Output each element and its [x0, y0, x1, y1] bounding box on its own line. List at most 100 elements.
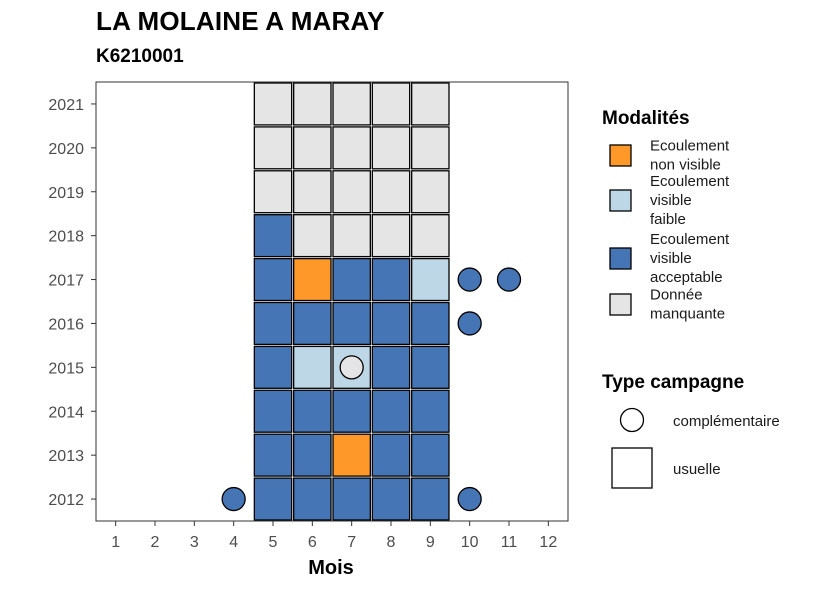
x-tick-label: 11 [501, 534, 518, 551]
x-tick-label: 4 [229, 534, 238, 551]
legend-modalite-swatch [609, 247, 632, 270]
heatmap-cell [293, 82, 332, 126]
x-tick-label: 5 [269, 534, 278, 551]
heatmap-cell [332, 82, 371, 126]
heatmap-cell [293, 214, 332, 258]
y-tick-label: 2014 [48, 404, 84, 421]
heatmap-cell [411, 433, 450, 477]
heatmap-cell [253, 214, 293, 258]
heatmap-cell [253, 433, 293, 477]
heatmap-cell [293, 345, 332, 389]
heatmap-cell [411, 477, 450, 521]
heatmap-cell [411, 389, 450, 433]
heatmap-cell [371, 257, 411, 302]
heatmap-cell [293, 257, 332, 302]
legend-campaign-title: Type campagne [602, 372, 744, 393]
x-tick-label: 6 [308, 534, 317, 551]
heatmap-cell [371, 126, 411, 170]
heatmap-cell [253, 170, 293, 214]
heatmap-cell [253, 345, 293, 389]
legend-campaign-items: complémentaire usuelle [611, 407, 780, 489]
x-axis: 1 2 3 4 5 6 7 8 9 10 11 12 [111, 521, 557, 551]
heatmap-cell [411, 214, 450, 258]
heatmap-cell [411, 301, 450, 346]
x-tick-label: 12 [539, 534, 557, 551]
heatmap-cell [371, 477, 411, 521]
plot-panel-border [95, 81, 569, 522]
heatmap-cell [371, 345, 411, 389]
y-tick-label: 2019 [48, 185, 84, 202]
x-tick-label: 9 [426, 534, 435, 551]
legend-modalite-label: Donnée manquante [650, 287, 725, 323]
heatmap-cell [332, 433, 371, 477]
y-tick-label: 2020 [48, 141, 84, 158]
heatmap-cell [332, 170, 371, 214]
heatmap-cell [293, 301, 332, 346]
heatmap-cell [332, 389, 371, 433]
heatmap-cell [332, 257, 371, 302]
x-tick-label: 8 [387, 534, 396, 551]
heatmap-cell [253, 301, 293, 346]
x-tick-label: 2 [151, 534, 160, 551]
heatmap-cell [411, 345, 450, 389]
legend-modalites-title: Modalités [602, 108, 690, 129]
legend-modalite-label: Ecoulement visible acceptable [650, 231, 730, 286]
x-tick-label: 10 [461, 534, 479, 551]
legend-campaign-square [611, 447, 653, 489]
legend-modalite-label: Ecoulement visible faible [650, 173, 730, 228]
heatmap-cell [371, 433, 411, 477]
y-tick-label: 2015 [48, 360, 84, 377]
campaign-point [457, 311, 482, 336]
heatmap-cell [411, 170, 450, 214]
heatmap-cell [253, 126, 293, 170]
heatmap-cell [253, 82, 293, 126]
y-tick-label: 2016 [48, 316, 84, 333]
x-axis-title: Mois [308, 557, 354, 579]
plot-circles [221, 267, 522, 512]
chart-title: LA MOLAINE A MARAY [96, 6, 385, 36]
heatmap-cell [371, 170, 411, 214]
chart-subtitle: K6210001 [96, 46, 184, 67]
legend: Modalités Ecoulement non visibleEcoulemen… [602, 108, 780, 489]
y-tick-label: 2021 [48, 97, 84, 114]
heatmap-cell [293, 389, 332, 433]
x-tick-label: 3 [190, 534, 199, 551]
y-tick-label: 2012 [48, 492, 84, 509]
heatmap-cell [293, 170, 332, 214]
heatmap-cell [293, 126, 332, 170]
heatmap-cell [411, 257, 450, 302]
campaign-point [221, 486, 246, 512]
legend-modalite-label: Ecoulement non visible [650, 138, 730, 174]
x-tick-label: 7 [347, 534, 356, 551]
legend-modalite-swatch [609, 189, 632, 212]
heatmap-cell [371, 301, 411, 346]
heatmap-cell [332, 301, 371, 346]
y-axis: 2012 2013 2014 2015 2016 2017 2018 2019 2020 2021 [48, 97, 96, 509]
campaign-point [339, 355, 364, 380]
heatmap-cell [371, 82, 411, 126]
heatmap-cell [411, 82, 450, 126]
heatmap-cell [293, 433, 332, 477]
heatmap-cell [253, 257, 293, 302]
heatmap-cell [332, 126, 371, 170]
x-tick-label: 1 [111, 534, 120, 551]
heatmap-cell [293, 477, 332, 521]
heatmap-cell [371, 389, 411, 433]
campaign-point [457, 267, 482, 292]
campaign-point [457, 486, 482, 512]
legend-campaign-label: complémentaire [673, 413, 780, 430]
heatmap-cell [253, 389, 293, 433]
plot-cells [253, 82, 450, 521]
legend-campaign-circle [619, 407, 645, 433]
heatmap-cell [332, 214, 371, 258]
y-tick-label: 2013 [48, 448, 84, 465]
y-tick-label: 2018 [48, 229, 84, 246]
heatmap-cell [371, 214, 411, 258]
heatmap-cell [332, 477, 371, 521]
heatmap-cell [253, 477, 293, 521]
legend-campaign-label: usuelle [673, 461, 721, 478]
y-tick-label: 2017 [48, 273, 84, 290]
legend-modalite-swatch [609, 144, 632, 167]
